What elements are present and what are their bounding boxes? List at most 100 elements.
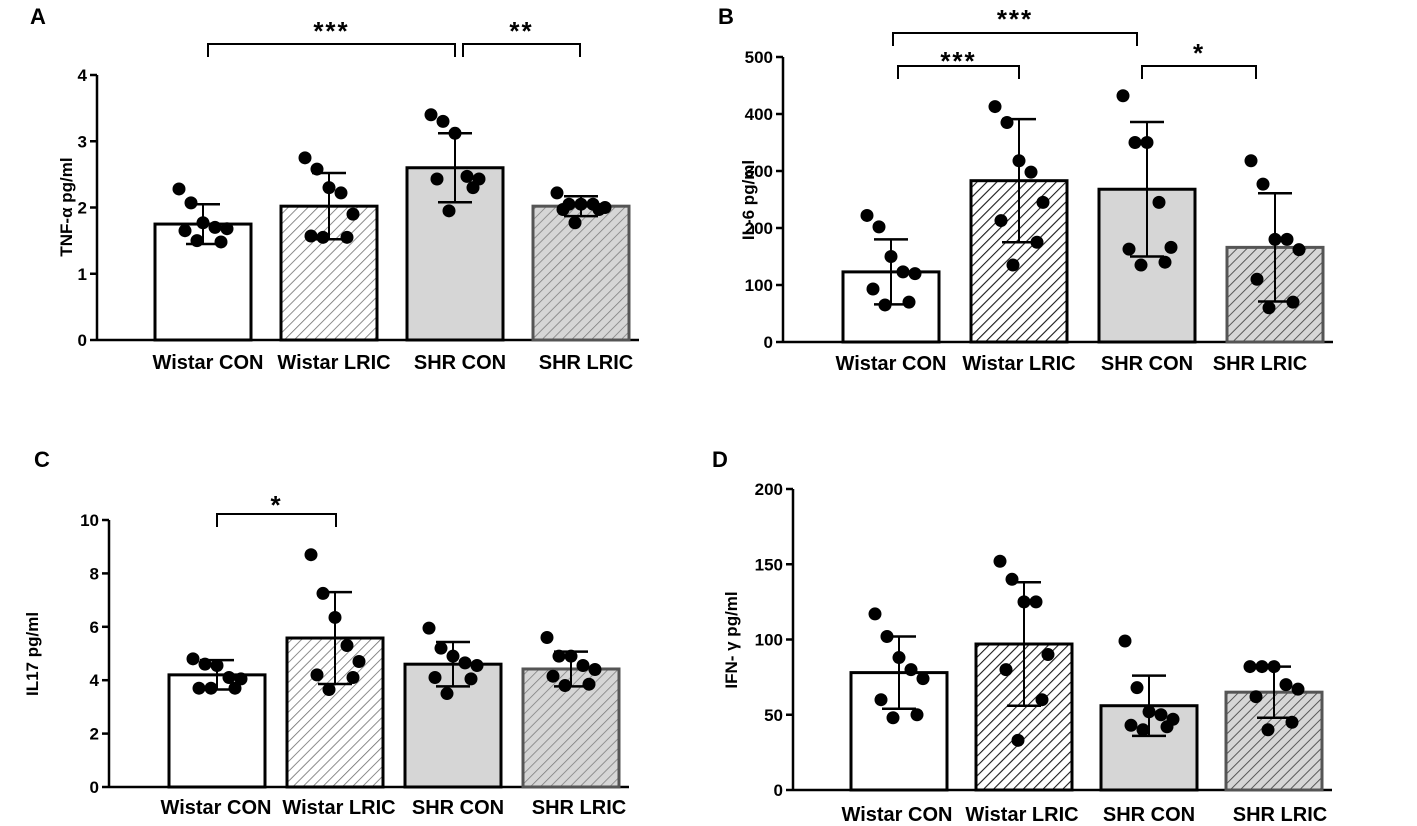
x-tick-label: Wistar LRIC bbox=[965, 804, 1078, 826]
data-point bbox=[880, 629, 894, 643]
data-point bbox=[1261, 723, 1275, 737]
data-point bbox=[1158, 255, 1172, 269]
y-tick-label: 10 bbox=[80, 511, 99, 530]
data-point bbox=[1011, 733, 1025, 747]
data-point bbox=[186, 652, 200, 666]
y-tick-label: 300 bbox=[745, 162, 773, 181]
x-tick-label: Wistar CON bbox=[836, 353, 947, 375]
significance-label: * bbox=[270, 490, 282, 520]
data-point bbox=[1250, 272, 1264, 286]
y-tick-label: 100 bbox=[745, 276, 773, 295]
data-point bbox=[458, 656, 472, 670]
data-point bbox=[574, 197, 588, 211]
y-tick-label: 50 bbox=[764, 706, 783, 725]
data-point bbox=[204, 681, 218, 695]
data-point bbox=[222, 671, 236, 685]
data-point bbox=[334, 186, 348, 200]
x-tick-label: Wistar CON bbox=[842, 804, 953, 826]
data-point bbox=[1118, 634, 1132, 648]
data-point bbox=[904, 663, 918, 677]
significance-bracket bbox=[462, 43, 581, 57]
data-point bbox=[1280, 232, 1294, 246]
data-point bbox=[999, 663, 1013, 677]
y-tick-label: 3 bbox=[78, 132, 87, 151]
data-point bbox=[886, 711, 900, 725]
data-point bbox=[1005, 572, 1019, 586]
y-tick-label: 0 bbox=[78, 331, 87, 350]
data-point bbox=[1286, 295, 1300, 309]
data-point bbox=[172, 182, 186, 196]
data-point bbox=[1134, 258, 1148, 272]
data-point bbox=[310, 162, 324, 176]
data-point bbox=[902, 295, 916, 309]
y-tick-label: 0 bbox=[774, 781, 783, 800]
data-point bbox=[196, 216, 210, 230]
bar bbox=[167, 673, 267, 789]
data-point bbox=[1279, 678, 1293, 692]
y-tick-label: 4 bbox=[90, 671, 100, 690]
data-point bbox=[460, 169, 474, 183]
significance-bracket bbox=[216, 513, 337, 527]
x-tick-label: Wistar LRIC bbox=[282, 797, 395, 819]
data-point bbox=[564, 649, 578, 663]
data-point bbox=[550, 186, 564, 200]
data-point bbox=[1256, 177, 1270, 191]
data-point bbox=[304, 548, 318, 562]
data-point bbox=[1012, 154, 1026, 168]
data-point bbox=[430, 172, 444, 186]
data-point bbox=[1255, 660, 1269, 674]
data-point bbox=[1000, 116, 1014, 130]
y-tick-label: 6 bbox=[90, 618, 99, 637]
data-point bbox=[178, 224, 192, 238]
panel-b: B IL-6 pg/ml 0 100 200 300 400 500 Wistar CON Wis… bbox=[718, 4, 1333, 375]
data-point bbox=[442, 204, 456, 218]
significance-label: *** bbox=[997, 4, 1033, 34]
data-point bbox=[568, 216, 582, 230]
data-point bbox=[352, 655, 366, 669]
data-point bbox=[234, 672, 248, 686]
x-tick-label: SHR CON bbox=[1101, 353, 1193, 375]
data-point bbox=[322, 683, 336, 697]
data-point bbox=[908, 267, 922, 281]
data-point bbox=[592, 202, 606, 216]
y-tick-label: 100 bbox=[755, 631, 783, 650]
data-point bbox=[214, 235, 228, 249]
x-tick-label: SHR LRIC bbox=[1233, 804, 1327, 826]
data-point bbox=[874, 693, 888, 707]
data-point bbox=[424, 108, 438, 122]
y-tick-label: 0 bbox=[764, 333, 773, 352]
data-point bbox=[198, 657, 212, 671]
data-point bbox=[1249, 690, 1263, 704]
panel-d: D IFN- γ pg/ml 0 50 100 150 200 Wistar CON Wista… bbox=[712, 447, 1332, 826]
data-point bbox=[1164, 240, 1178, 254]
data-point bbox=[884, 250, 898, 263]
significance-label: *** bbox=[313, 16, 349, 46]
y-axis-title: IL-6 pg/ml bbox=[739, 160, 758, 240]
data-point bbox=[860, 208, 874, 222]
data-point bbox=[1130, 681, 1144, 695]
data-point bbox=[1041, 648, 1055, 662]
data-point bbox=[868, 607, 882, 621]
y-tick-label: 0 bbox=[90, 778, 99, 797]
x-tick-label: Wistar CON bbox=[161, 797, 272, 819]
data-point bbox=[878, 298, 892, 312]
data-point bbox=[576, 659, 590, 673]
data-point bbox=[872, 220, 886, 234]
significance-bracket bbox=[207, 43, 456, 57]
data-point bbox=[892, 651, 906, 665]
data-point bbox=[1116, 89, 1130, 103]
data-point bbox=[993, 554, 1007, 568]
x-tick-label: Wistar CON bbox=[153, 352, 264, 374]
x-tick-label: Wistar LRIC bbox=[962, 353, 1075, 375]
panel-letter: C bbox=[34, 447, 50, 472]
significance-bracket bbox=[897, 65, 1020, 79]
data-point bbox=[1244, 154, 1258, 168]
data-point bbox=[466, 181, 480, 195]
data-point bbox=[1262, 301, 1276, 315]
data-point bbox=[340, 230, 354, 244]
y-tick-label: 4 bbox=[78, 66, 88, 85]
data-point bbox=[422, 621, 436, 635]
data-point bbox=[1024, 165, 1038, 179]
data-point bbox=[316, 586, 330, 600]
data-point bbox=[436, 114, 450, 128]
